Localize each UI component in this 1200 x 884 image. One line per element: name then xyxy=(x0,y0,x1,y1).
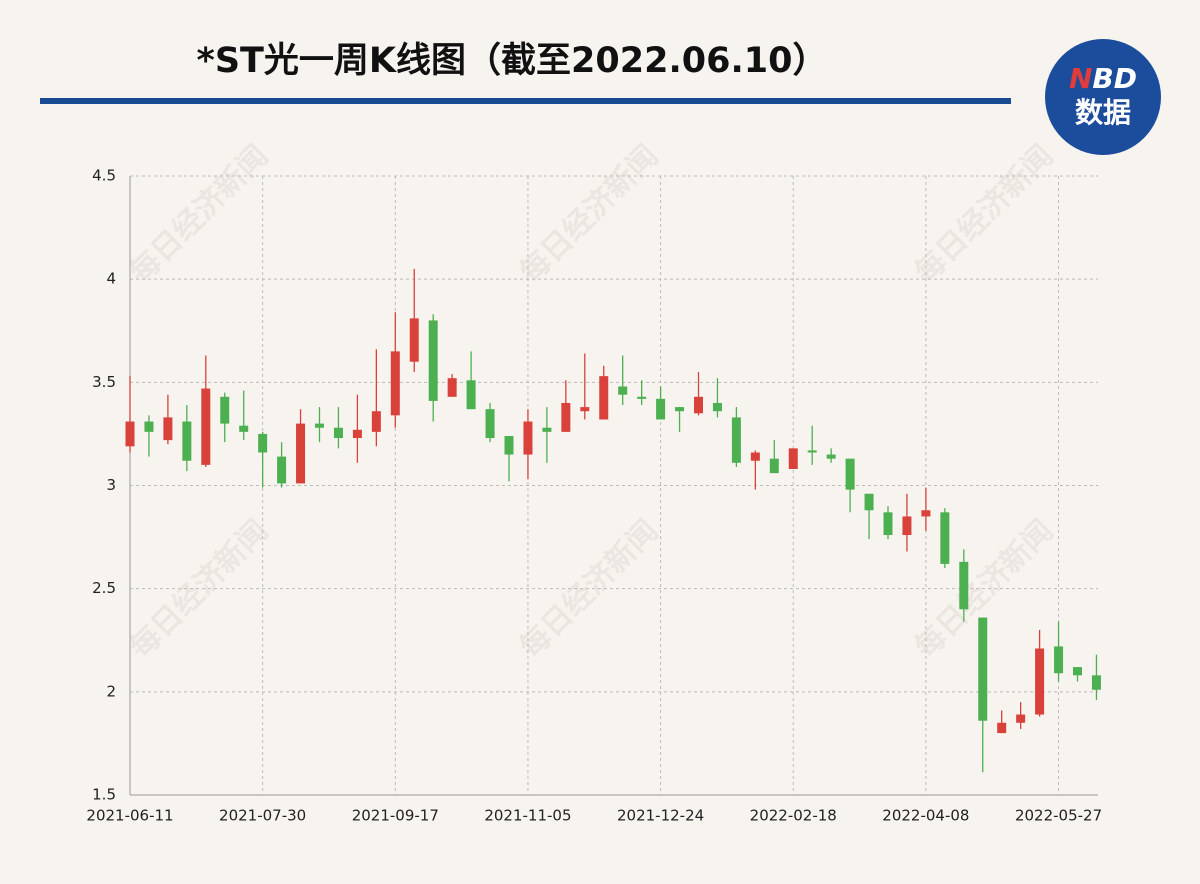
candle-body xyxy=(902,516,912,536)
y-tick-label: 2.5 xyxy=(92,579,116,597)
candle-body xyxy=(390,351,400,416)
candle-body xyxy=(371,411,381,432)
watermark: 每日经济新闻 xyxy=(513,138,665,290)
candle-body xyxy=(466,380,476,410)
candle-body xyxy=(750,452,760,461)
candle-body xyxy=(485,409,495,439)
candle-body xyxy=(296,423,306,484)
x-tick-label: 2021-11-05 xyxy=(484,807,571,825)
candle-body xyxy=(883,512,893,536)
candle-body xyxy=(447,378,457,397)
chart-title: *ST光一周K线图（截至2022.06.10） xyxy=(197,41,828,81)
candle-body xyxy=(788,448,798,469)
candle-body xyxy=(997,722,1007,734)
candle-body xyxy=(826,454,836,459)
x-tick-label: 2021-09-17 xyxy=(352,807,439,825)
watermark: 每日经济新闻 xyxy=(123,138,275,290)
candle-body xyxy=(1073,667,1082,676)
candle-body xyxy=(580,407,590,412)
y-tick-label: 4.5 xyxy=(92,167,116,185)
candle-body xyxy=(1016,714,1026,723)
candle-body xyxy=(921,510,931,517)
y-tick-label: 2 xyxy=(106,682,116,700)
y-tick-label: 3 xyxy=(106,476,116,494)
candle-body xyxy=(1035,648,1045,715)
y-tick-label: 3.5 xyxy=(92,373,116,391)
watermark: 每日经济新闻 xyxy=(123,513,275,665)
candle-body xyxy=(807,450,817,453)
x-tick-label: 2022-02-18 xyxy=(750,807,837,825)
candle-body xyxy=(144,421,154,432)
candle-body xyxy=(712,402,722,412)
logo-n: N xyxy=(1069,62,1092,95)
candle-body xyxy=(1054,646,1064,674)
candle-body xyxy=(599,376,609,420)
candle-body xyxy=(978,617,988,721)
candle-body xyxy=(352,429,362,439)
candle-body xyxy=(637,396,647,399)
candle-body xyxy=(428,320,438,401)
x-tick-label: 2022-04-08 xyxy=(882,807,969,825)
candle-body xyxy=(542,427,552,432)
candle-body xyxy=(182,421,192,461)
logo-circle xyxy=(1045,39,1161,155)
candle-body xyxy=(731,417,741,463)
candle-body xyxy=(618,386,628,395)
title-rule xyxy=(40,98,1011,104)
watermark: 每日经济新闻 xyxy=(908,138,1060,290)
x-tick-label: 2021-07-30 xyxy=(219,807,306,825)
candle-body xyxy=(845,458,855,490)
candle-body xyxy=(125,421,135,447)
candle-body xyxy=(315,423,324,428)
candle-body xyxy=(277,456,287,484)
candle-body xyxy=(675,407,685,412)
y-tick-label: 1.5 xyxy=(92,786,116,804)
x-tick-label: 2021-06-11 xyxy=(86,807,173,825)
y-tick-label: 4 xyxy=(106,270,116,288)
candle-body xyxy=(504,435,514,455)
x-tick-label: 2021-12-24 xyxy=(617,807,704,825)
candle-body xyxy=(864,493,874,511)
candle-body xyxy=(523,421,533,455)
logo-bd: BD xyxy=(1092,62,1137,95)
candle-body xyxy=(1091,675,1101,690)
x-tick-label: 2022-05-27 xyxy=(1015,807,1102,825)
candle-body xyxy=(694,396,703,414)
candle-body xyxy=(201,388,211,465)
candle-body xyxy=(940,512,950,564)
candle-body xyxy=(959,561,969,610)
candle-body xyxy=(163,417,173,441)
logo-sub: 数据 xyxy=(1075,96,1131,129)
candle-body xyxy=(258,433,268,453)
candle-body xyxy=(561,402,571,432)
candle-body xyxy=(239,425,249,432)
candle-body xyxy=(220,396,230,424)
candle-body xyxy=(656,398,666,420)
candle-body xyxy=(769,458,779,474)
candle-body xyxy=(409,318,419,362)
watermark: 每日经济新闻 xyxy=(513,513,665,665)
candle-body xyxy=(333,427,343,439)
logo-text: NBD xyxy=(1069,62,1137,95)
